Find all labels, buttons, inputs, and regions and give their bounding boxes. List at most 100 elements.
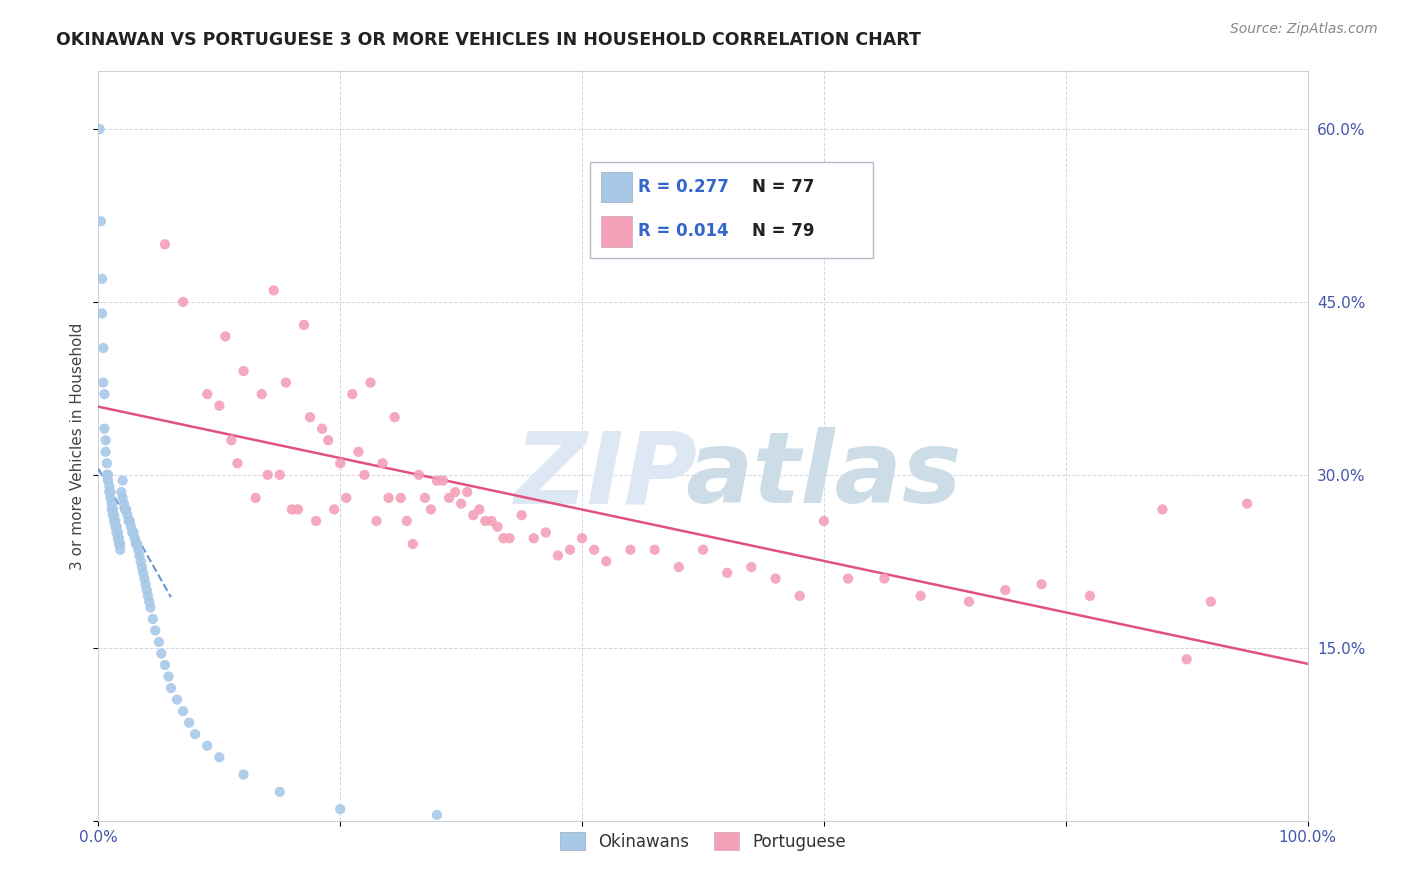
Point	[131, 560, 153, 574]
Point	[389, 491, 412, 505]
Point	[120, 519, 142, 533]
Point	[153, 237, 176, 252]
Point	[274, 376, 297, 390]
Point	[138, 594, 160, 608]
Point	[103, 514, 125, 528]
Point	[492, 531, 515, 545]
Point	[299, 410, 322, 425]
Point	[91, 306, 114, 320]
Point	[420, 502, 443, 516]
Point	[135, 583, 157, 598]
Point	[1199, 594, 1222, 608]
Point	[813, 514, 835, 528]
Point	[148, 635, 170, 649]
Point	[127, 537, 149, 551]
Point	[789, 589, 811, 603]
Point	[97, 467, 120, 482]
Point	[444, 485, 467, 500]
Text: N = 77: N = 77	[752, 178, 814, 196]
Point	[1236, 497, 1258, 511]
Point	[619, 542, 641, 557]
Point	[96, 467, 118, 482]
Text: atlas: atlas	[686, 427, 962, 524]
Point	[157, 669, 180, 683]
Point	[107, 525, 129, 540]
Point	[498, 531, 520, 545]
Point	[111, 474, 134, 488]
Text: Source: ZipAtlas.com: Source: ZipAtlas.com	[1230, 22, 1378, 37]
Point	[384, 410, 406, 425]
Point	[94, 444, 117, 458]
Point	[450, 497, 472, 511]
Point	[873, 572, 896, 586]
Point	[97, 474, 120, 488]
Point	[105, 525, 128, 540]
Point	[111, 491, 134, 505]
Point	[256, 467, 278, 482]
Point	[104, 514, 127, 528]
Point	[232, 364, 254, 378]
Point	[108, 531, 131, 545]
Point	[184, 727, 207, 741]
Point	[994, 583, 1017, 598]
Point	[558, 542, 581, 557]
Point	[263, 284, 285, 298]
Point	[110, 485, 132, 500]
Point	[426, 474, 449, 488]
Point	[103, 508, 125, 523]
Point	[329, 456, 352, 470]
Point	[117, 508, 139, 523]
Point	[139, 600, 162, 615]
Point	[311, 422, 333, 436]
Point	[692, 542, 714, 557]
Point	[93, 422, 115, 436]
Point	[486, 519, 509, 533]
Point	[115, 502, 138, 516]
Point	[716, 566, 738, 580]
Point	[208, 399, 231, 413]
Point	[122, 525, 145, 540]
Point	[101, 502, 124, 516]
Point	[765, 572, 787, 586]
Point	[108, 542, 131, 557]
Text: R = 0.277: R = 0.277	[638, 178, 728, 196]
Point	[232, 767, 254, 781]
Point	[463, 508, 485, 523]
Point	[437, 491, 460, 505]
Point	[96, 456, 118, 470]
Point	[100, 485, 122, 500]
Point	[132, 566, 155, 580]
Point	[179, 715, 201, 730]
Point	[124, 531, 146, 545]
Point	[143, 624, 166, 638]
Point	[128, 549, 150, 563]
Point	[269, 467, 291, 482]
Point	[134, 572, 156, 586]
Point	[474, 514, 496, 528]
Point	[668, 560, 690, 574]
Point	[118, 514, 141, 528]
Point	[534, 525, 557, 540]
Point	[468, 502, 491, 516]
Point	[136, 589, 159, 603]
Point	[1078, 589, 1101, 603]
Text: OKINAWAN VS PORTUGUESE 3 OR MORE VEHICLES IN HOUSEHOLD CORRELATION CHART: OKINAWAN VS PORTUGUESE 3 OR MORE VEHICLE…	[56, 31, 921, 49]
Point	[426, 808, 449, 822]
Point	[195, 387, 218, 401]
Point	[583, 542, 606, 557]
Point	[91, 272, 114, 286]
Point	[195, 739, 218, 753]
Point	[595, 554, 617, 568]
Point	[371, 456, 394, 470]
Point	[353, 467, 375, 482]
Point	[135, 577, 157, 591]
Point	[142, 612, 165, 626]
Point	[342, 387, 364, 401]
Point	[292, 318, 315, 332]
Point	[221, 434, 243, 448]
Legend: Okinawans, Portuguese: Okinawans, Portuguese	[553, 826, 853, 857]
Point	[305, 514, 328, 528]
Y-axis label: 3 or more Vehicles in Household: 3 or more Vehicles in Household	[70, 322, 86, 570]
Point	[172, 704, 194, 718]
Point	[413, 491, 436, 505]
